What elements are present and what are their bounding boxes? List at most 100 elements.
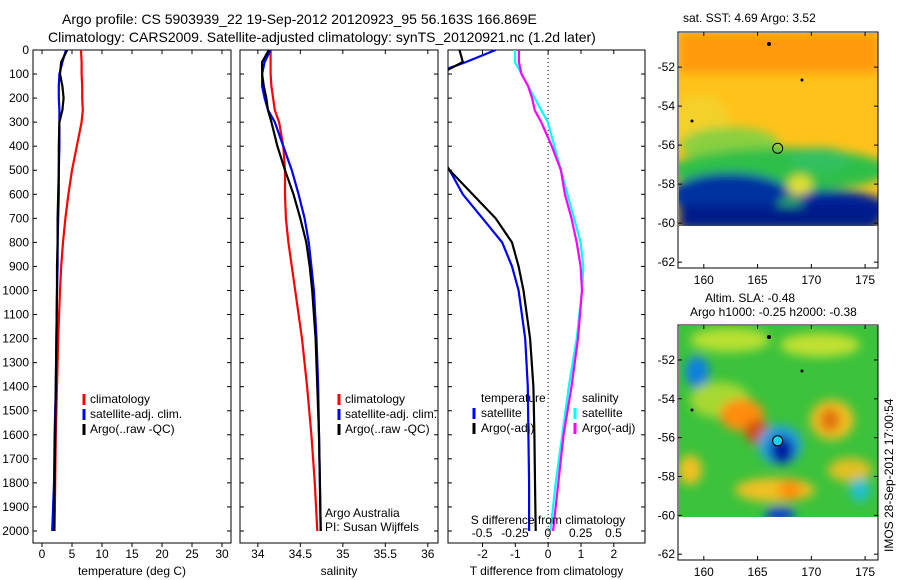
legend-label: climatology xyxy=(90,392,150,406)
legend-label: satellite xyxy=(582,406,623,420)
difference-line-salinity-argo-adj- xyxy=(517,50,584,532)
title-line-1: Argo profile: CS 5903939_22 19-Sep-2012 … xyxy=(62,11,537,27)
y-tick-label: 1900 xyxy=(2,500,29,514)
y-tick-label: 1700 xyxy=(2,452,29,466)
y-tick-label: 1100 xyxy=(3,308,29,322)
map-x-tick-label: 175 xyxy=(855,273,875,287)
x-tick-label: 0 xyxy=(39,547,46,561)
y-tick-label: 2000 xyxy=(2,524,29,538)
sla-map-image xyxy=(679,326,878,517)
s-axis-label: S difference from climatology xyxy=(471,513,626,527)
map-y-tick-label: -58 xyxy=(658,469,676,483)
map-y-tick-label: -60 xyxy=(658,508,676,522)
sst-map-image xyxy=(679,33,878,226)
sla-map-title-1: Altim. SLA: -0.48 xyxy=(705,291,795,305)
map-y-tick-label: -54 xyxy=(658,99,676,113)
sst-map-title: sat. SST: 4.69 Argo: 3.52 xyxy=(683,11,816,25)
y-tick-label: 300 xyxy=(9,115,29,129)
legend-label: climatology xyxy=(345,392,405,406)
map-x-tick-label: 175 xyxy=(855,565,875,579)
x-tick-label: 34.5 xyxy=(289,547,313,561)
x-tick-label: 34 xyxy=(251,547,265,561)
y-tick-label: 1200 xyxy=(2,332,29,346)
plot-frame xyxy=(32,49,232,544)
map-y-tick-label: -54 xyxy=(658,392,676,406)
map-x-tick-label: 170 xyxy=(801,565,821,579)
map-x-tick-label: 165 xyxy=(748,273,768,287)
title-line-2: Climatology: CARS2009. Satellite-adjuste… xyxy=(48,29,596,45)
y-tick-label: 1000 xyxy=(2,283,29,297)
profile-line-climatology xyxy=(53,49,84,532)
x-tick-label: 25 xyxy=(185,547,199,561)
imos-timestamp: IMOS 28-Sep-2012 17:00:54 xyxy=(882,398,896,552)
y-tick-label: 1300 xyxy=(2,356,29,370)
map-y-tick-label: -58 xyxy=(658,177,676,191)
map-y-tick-label: -62 xyxy=(658,547,676,561)
x-axis-label: temperature (deg C) xyxy=(78,564,186,578)
y-tick-label: 400 xyxy=(9,139,29,153)
x-tick-label: 0 xyxy=(545,547,552,561)
x-tick-label: 1 xyxy=(578,547,585,561)
x-tick-label: 2 xyxy=(610,547,617,561)
annotation-argo-australia: Argo Australia xyxy=(325,506,400,520)
legend-label: satellite xyxy=(481,406,522,420)
argo-float-marker xyxy=(772,142,784,154)
map-x-tick-label: 165 xyxy=(748,565,768,579)
sla-map-title-2: Argo h1000: -0.25 h2000: -0.38 xyxy=(690,305,857,319)
y-tick-label: 0 xyxy=(22,43,29,57)
s-tick-label: 0.25 xyxy=(569,526,593,540)
y-tick-label: 700 xyxy=(9,211,29,225)
legend-label: satellite-adj. clim. xyxy=(90,407,182,421)
map-y-tick-label: -52 xyxy=(658,353,676,367)
profile-line-climatology xyxy=(269,50,319,532)
x-tick-label: 20 xyxy=(155,547,169,561)
annotation-pi: PI: Susan Wijffels xyxy=(325,520,419,534)
y-tick-label: 1400 xyxy=(2,380,29,394)
s-tick-label: -0.25 xyxy=(501,526,529,540)
map-y-tick-label: -56 xyxy=(658,138,676,152)
plot-frame xyxy=(239,49,439,544)
map-y-tick-label: -60 xyxy=(658,216,676,230)
x-tick-label: -2 xyxy=(477,547,488,561)
x-tick-label: 5 xyxy=(69,547,76,561)
argo-float-marker xyxy=(772,435,784,447)
difference-line-temperature-satellite xyxy=(448,50,531,531)
x-tick-label: -1 xyxy=(510,547,521,561)
difference-line-temperature-argo-adj- xyxy=(448,50,537,532)
x-axis-label: salinity xyxy=(321,564,358,578)
difference-line-salinity-satellite xyxy=(513,50,585,532)
map-x-tick-label: 160 xyxy=(694,273,714,287)
sla-map: Altim. SLA: -0.48 Argo h1000: -0.25 h200… xyxy=(658,291,879,579)
map-x-tick-label: 160 xyxy=(694,565,714,579)
legend-label: Argo(..raw -QC) xyxy=(345,422,430,436)
x-tick-label: 35.5 xyxy=(374,547,398,561)
y-tick-label: 1500 xyxy=(2,404,29,418)
y-tick-label: 600 xyxy=(9,187,29,201)
legend-label: Argo(..raw -QC) xyxy=(90,422,175,436)
y-tick-label: 500 xyxy=(9,163,29,177)
plot-frame xyxy=(447,49,646,544)
legend-title-temperature: temperature xyxy=(481,391,546,405)
x-tick-label: 15 xyxy=(125,547,139,561)
profile-line-argo-raw-qc- xyxy=(261,49,322,532)
map-y-tick-label: -62 xyxy=(658,255,676,269)
profile-line-argo-raw-qc- xyxy=(52,49,69,532)
y-tick-label: 1800 xyxy=(2,476,29,490)
x-tick-label: 10 xyxy=(95,547,109,561)
s-tick-label: -0.5 xyxy=(472,526,493,540)
map-y-tick-label: -56 xyxy=(658,431,676,445)
y-tick-label: 900 xyxy=(9,259,29,273)
difference-panel: -2 -1 0 1 2 T difference from climatology -0.5… xyxy=(447,49,646,578)
x-tick-label: 35 xyxy=(336,547,350,561)
map-x-tick-label: 170 xyxy=(801,273,821,287)
legend-label: satellite-adj. clim. xyxy=(345,407,437,421)
s-tick-label: 0.5 xyxy=(605,526,622,540)
salinity-panel: 34 34.5 35 35.5 36 salinity climatologysatelli… xyxy=(239,49,439,578)
x-tick-label: 36 xyxy=(421,547,435,561)
y-tick-label: 200 xyxy=(9,91,29,105)
difference-lines xyxy=(448,50,585,532)
y-tick-label: 100 xyxy=(9,67,29,81)
x-tick-label: 30 xyxy=(215,547,229,561)
legend-label: Argo(-adj) xyxy=(481,421,534,435)
